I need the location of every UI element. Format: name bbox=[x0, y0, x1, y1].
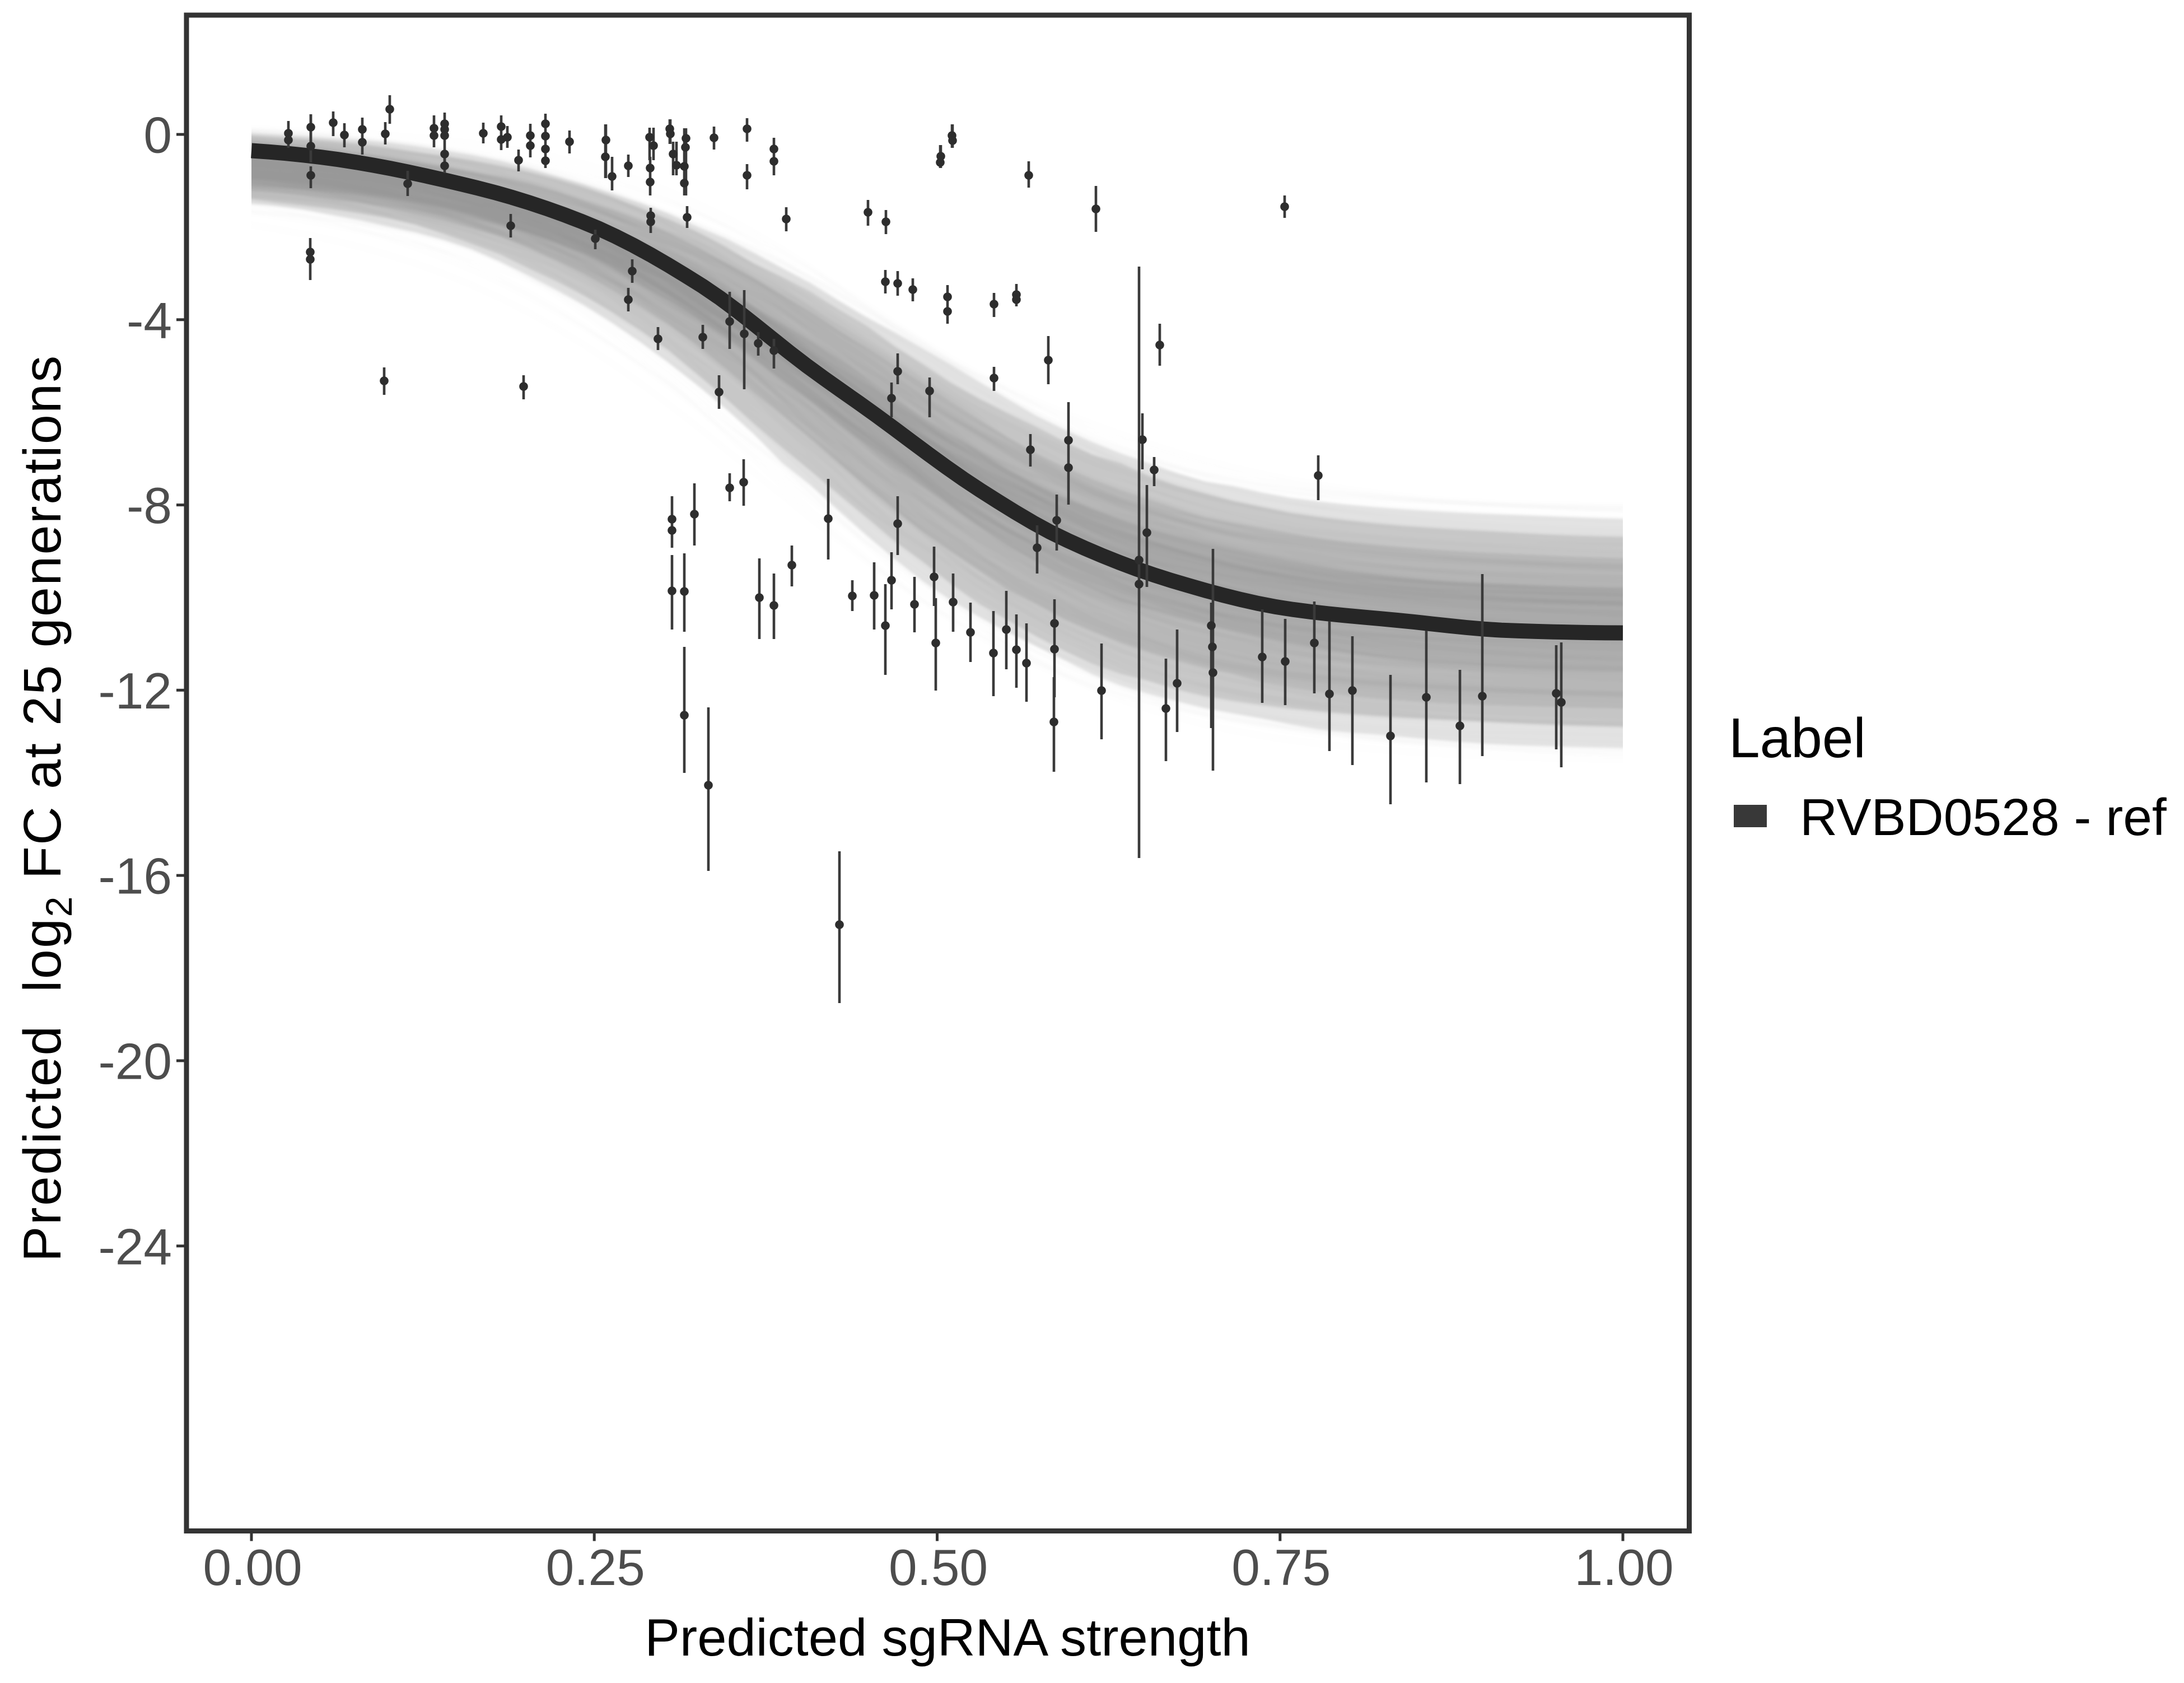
svg-text:0.75: 0.75 bbox=[1231, 1540, 1331, 1596]
svg-text:RVBD0528 - ref: RVBD0528 - ref bbox=[1800, 788, 2167, 846]
svg-text:-4: -4 bbox=[127, 292, 172, 349]
svg-text:0.00: 0.00 bbox=[203, 1540, 302, 1596]
svg-text:0: 0 bbox=[143, 108, 172, 164]
svg-text:-8: -8 bbox=[127, 478, 172, 534]
svg-text:Predicted log2 FC at 25 gener: Predicted log2 FC at 25 generations bbox=[13, 356, 80, 1262]
svg-text:Predicted sgRNA strength: Predicted sgRNA strength bbox=[645, 1608, 1250, 1667]
svg-text:0.50: 0.50 bbox=[889, 1540, 988, 1596]
svg-text:0.25: 0.25 bbox=[546, 1540, 645, 1596]
svg-text:Label: Label bbox=[1729, 707, 1866, 770]
svg-text:-24: -24 bbox=[98, 1219, 172, 1275]
svg-text:-16: -16 bbox=[98, 849, 172, 905]
svg-text:1.00: 1.00 bbox=[1574, 1540, 1673, 1596]
svg-text:-12: -12 bbox=[98, 663, 172, 720]
svg-text:-20: -20 bbox=[98, 1034, 172, 1090]
